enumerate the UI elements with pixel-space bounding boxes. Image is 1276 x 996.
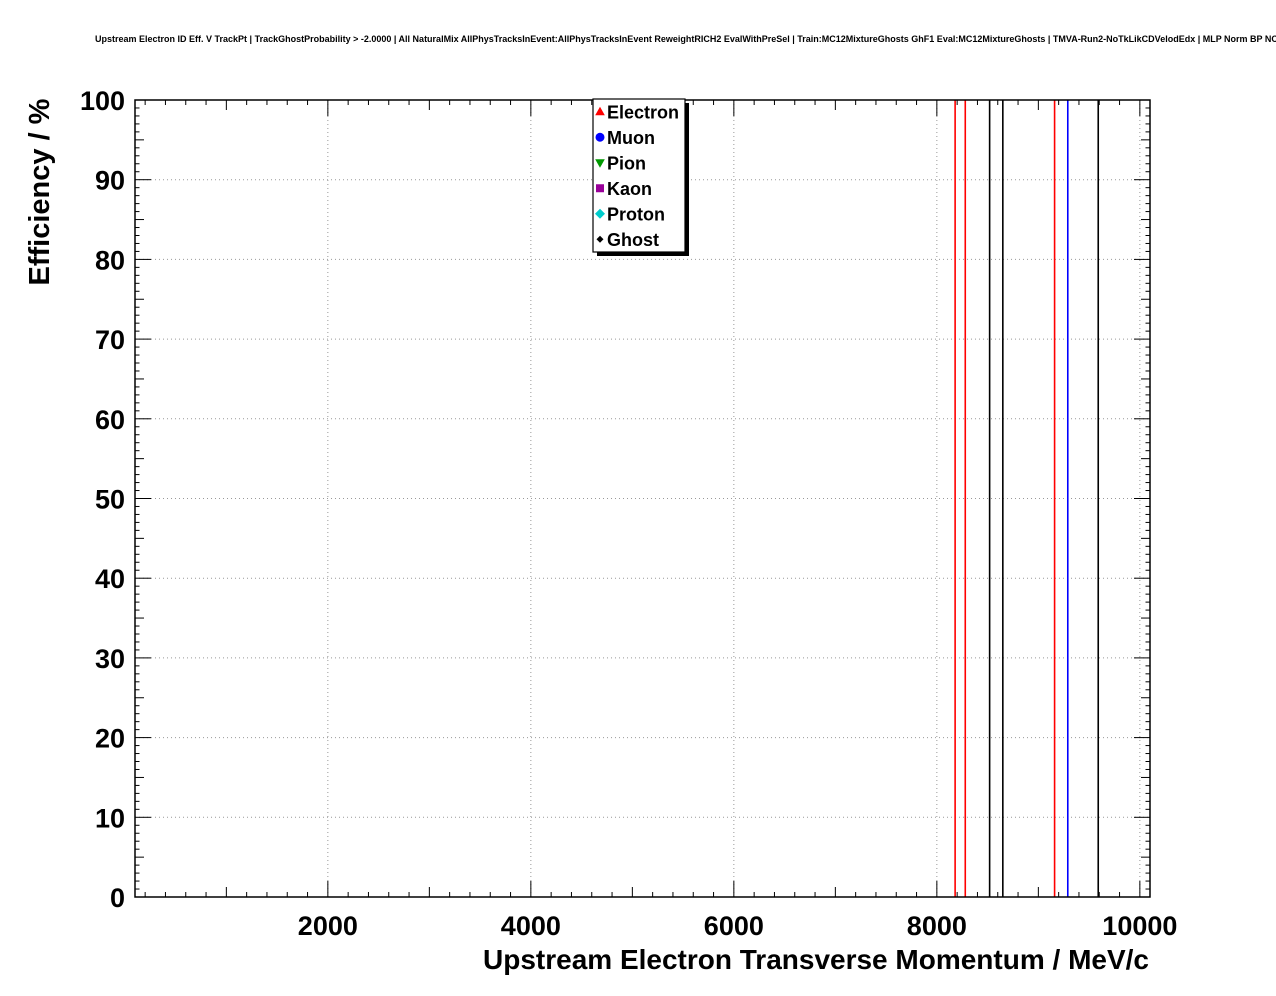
plot-title: Upstream Electron ID Eff. V TrackPt | Tr…: [95, 34, 1276, 44]
x-tick-label: 8000: [907, 911, 967, 941]
triangle-down-marker-icon: [595, 159, 605, 168]
x-tick-label: 10000: [1102, 911, 1177, 941]
y-tick-label: 30: [95, 644, 125, 674]
legend-label-proton: Proton: [607, 204, 665, 224]
y-tick-label: 20: [95, 724, 125, 754]
legend-label-kaon: Kaon: [607, 179, 652, 199]
legend-label-pion: Pion: [607, 153, 646, 173]
y-tick-label: 10: [95, 803, 125, 833]
x-tick-label: 6000: [704, 911, 764, 941]
y-tick-label: 60: [95, 405, 125, 435]
y-tick-label: 70: [95, 325, 125, 355]
diamond-marker-icon: [595, 208, 605, 219]
x-tick-label: 4000: [501, 911, 561, 941]
legend-box: [592, 98, 686, 253]
square-marker-icon: [596, 184, 604, 193]
y-tick-label: 80: [95, 245, 125, 275]
legend-label-ghost: Ghost: [607, 230, 659, 250]
y-tick-label: 0: [110, 883, 125, 913]
triangle-up-marker-icon: [595, 106, 605, 116]
y-tick-label: 50: [95, 485, 125, 515]
legend-label-muon: Muon: [607, 128, 655, 148]
legend-label-electron: Electron: [607, 102, 679, 122]
y-tick-label: 40: [95, 564, 125, 594]
circle-marker-icon: [595, 132, 605, 142]
x-tick-label: 2000: [298, 911, 358, 941]
x-axis-title: Upstream Electron Transverse Momentum / …: [483, 944, 1149, 975]
y-tick-label: 100: [80, 86, 125, 116]
y-tick-label: 90: [95, 166, 125, 196]
diamond-marker-icon: [596, 235, 604, 243]
